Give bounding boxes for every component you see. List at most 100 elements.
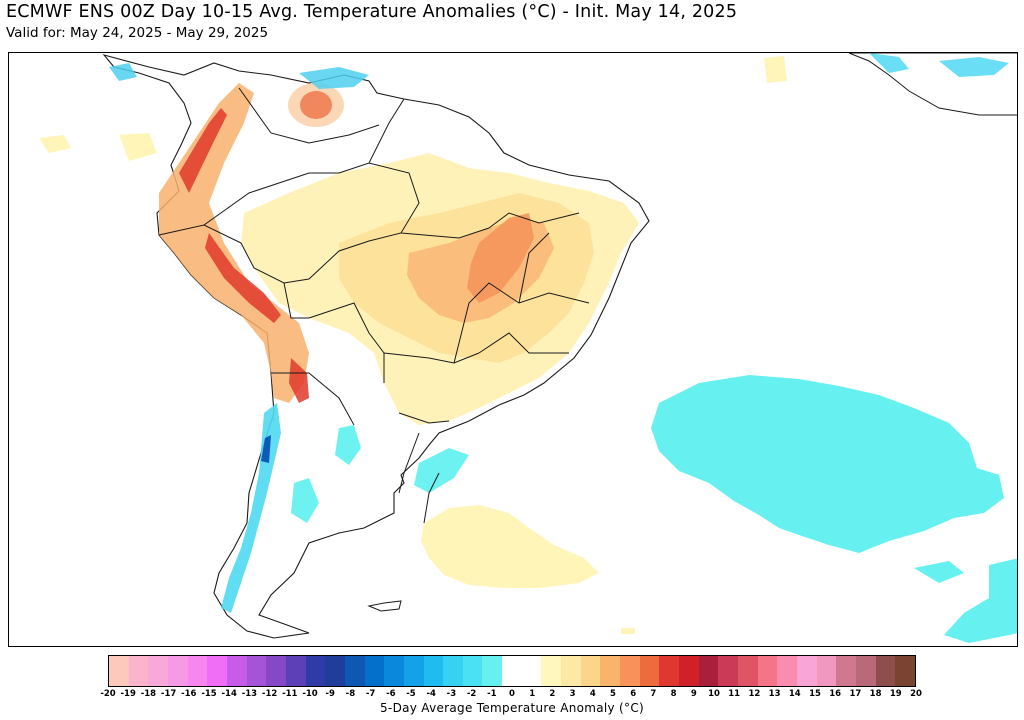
northwest-cool-patches xyxy=(109,63,369,89)
colorbar-swatch xyxy=(580,656,601,686)
colorbar-swatch xyxy=(541,656,562,686)
south-atlantic-cool-anomaly xyxy=(651,375,1004,553)
colorbar-swatch xyxy=(403,656,424,686)
colorbar-swatch xyxy=(266,656,286,686)
colorbar-swatch xyxy=(187,656,208,686)
warm-anomaly-hotspot xyxy=(467,213,534,303)
colorbar-tick-label: 16 xyxy=(829,689,842,699)
colorbar-swatch xyxy=(561,656,581,686)
colorbar-tick-label: -2 xyxy=(466,689,477,699)
colorbar-tick-label: 12 xyxy=(748,689,761,699)
colorbar-tick-label: 8 xyxy=(670,689,677,699)
colorbar-swatch xyxy=(207,656,227,686)
africa-cool-patches xyxy=(869,53,1009,77)
colorbar-tick-label: 5 xyxy=(610,689,616,699)
colorbar-tick-label: 18 xyxy=(869,689,882,699)
colorbar-swatch xyxy=(718,656,738,686)
colorbar-tick-label: 10 xyxy=(708,689,720,699)
colorbar-tick-label: -10 xyxy=(302,689,318,699)
colorbar-swatch xyxy=(836,656,856,686)
colorbar-swatch xyxy=(777,656,797,686)
chile-deep-cool xyxy=(261,435,271,463)
colorbar-swatch xyxy=(639,656,660,686)
colorbar-tick-label: 4 xyxy=(589,689,596,699)
colorbar-tick-label: -4 xyxy=(426,689,436,699)
colorbar-tick-label: -18 xyxy=(140,689,157,699)
colorbar-tick-label: -7 xyxy=(365,689,376,699)
colorbar-swatch xyxy=(226,656,247,686)
colorbar-tick-label: 13 xyxy=(768,689,781,699)
falkland-islands xyxy=(367,600,402,612)
colorbar-swatch xyxy=(148,656,168,686)
colorbar-swatch xyxy=(305,656,326,686)
patagonia-cool-patches xyxy=(291,425,469,523)
colorbar-swatch xyxy=(895,656,915,686)
anomaly-map xyxy=(9,53,1017,646)
colorbar-tick-label: -8 xyxy=(345,689,356,699)
colorbar-swatch xyxy=(659,656,680,686)
colorbar-tick-label: -11 xyxy=(282,689,298,699)
colorbar-swatch xyxy=(816,656,837,686)
colorbar-swatch xyxy=(246,656,267,686)
colorbar-ticks: -20 -19 -18 -17 -16 -15 -14 -13 -12 -11 -10 -9 -8 -7-… xyxy=(100,689,922,701)
colorbar-swatch xyxy=(344,656,365,686)
colorbar-tick-label: -14 xyxy=(221,689,237,699)
colorbar-tick-label: 1 xyxy=(529,689,536,699)
colorbar-swatch xyxy=(698,656,719,686)
colorbar-tick-label: 17 xyxy=(849,689,862,699)
colorbar-swatch xyxy=(620,656,640,686)
colorbar-tick-label: 3 xyxy=(569,689,576,699)
colorbar-tick-label: -15 xyxy=(201,689,217,699)
colorbar-tick-label: -16 xyxy=(181,689,197,699)
colorbar-swatch xyxy=(855,656,876,686)
colorbar-label: 5-Day Average Temperature Anomaly (°C) xyxy=(380,701,644,715)
venezuela-warm-halo xyxy=(288,83,344,127)
colorbar-swatch xyxy=(502,656,522,686)
colorbar-swatch xyxy=(738,656,758,686)
valid-dates: Valid for: May 24, 2025 - May 29, 2025 xyxy=(6,25,269,41)
colorbar-swatch xyxy=(384,656,404,686)
colorbar-tick-label: -1 xyxy=(487,689,497,699)
chart-title: ECMWF ENS 00Z Day 10-15 Avg. Temperature… xyxy=(6,2,738,22)
colorbar-tick-label: 15 xyxy=(809,689,821,699)
south-atlantic-warm-anomaly xyxy=(421,505,599,588)
colorbar-swatch xyxy=(167,656,188,686)
colorbar-tick-label: -19 xyxy=(120,689,136,699)
colorbar-tick-label: 0 xyxy=(509,689,515,699)
colorbar-swatch xyxy=(364,656,385,686)
south-georgia-speck xyxy=(621,628,635,634)
colorbar-tick-label: -13 xyxy=(241,689,258,699)
colorbar-tick-label: 7 xyxy=(650,689,657,699)
colorbar-tick-label: -5 xyxy=(406,689,416,699)
colorbar-swatch xyxy=(109,656,129,686)
colorbar-swatch xyxy=(757,656,778,686)
colorbar-tick-label: 2 xyxy=(549,689,556,699)
colorbar-tick-label: 6 xyxy=(630,689,637,699)
colorbar-swatch xyxy=(128,656,149,686)
colorbar-tick-label: 19 xyxy=(889,689,902,699)
colorbar-swatch xyxy=(482,656,503,686)
colorbar xyxy=(108,655,916,687)
colorbar-tick-label: 11 xyxy=(728,689,741,699)
colorbar-tick-label: -12 xyxy=(261,689,278,699)
colorbar-swatch xyxy=(796,656,817,686)
map-panel xyxy=(8,52,1018,647)
colorbar-tick-label: -20 xyxy=(100,689,116,699)
colorbar-swatch xyxy=(325,656,345,686)
colorbar-swatch xyxy=(462,656,483,686)
colorbar-swatch xyxy=(423,656,444,686)
colorbar-tick-label: -9 xyxy=(325,689,335,699)
colorbar-swatch xyxy=(443,656,463,686)
colorbar-tick-label: 20 xyxy=(910,689,922,699)
colorbar-tick-label: -3 xyxy=(446,689,457,699)
colorbar-tick-label: 9 xyxy=(690,689,697,699)
country-borders xyxy=(158,87,590,524)
colorbar-tick-label: -17 xyxy=(160,689,177,699)
colorbar-tick-label: 14 xyxy=(788,689,801,699)
colorbar-swatch xyxy=(875,656,896,686)
colorbar-swatch xyxy=(679,656,699,686)
colorbar-swatch xyxy=(600,656,621,686)
south-atlantic-cool-tail xyxy=(914,558,1017,643)
colorbar-swatch xyxy=(285,656,306,686)
colorbar-swatch xyxy=(521,656,542,686)
